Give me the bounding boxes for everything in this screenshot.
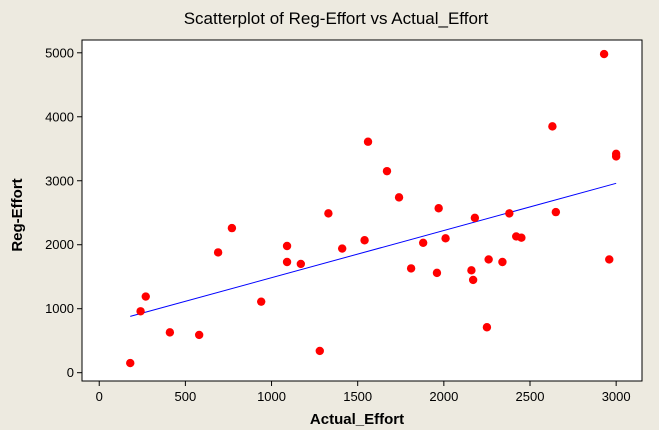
data-point — [382, 166, 392, 176]
data-point — [360, 236, 369, 245]
data-point — [141, 292, 150, 301]
data-point — [194, 330, 204, 340]
data-point — [432, 268, 442, 278]
x-tick-label: 1000 — [257, 389, 286, 404]
data-point — [394, 193, 404, 202]
data-point — [257, 297, 266, 306]
x-tick-label: 2500 — [516, 389, 545, 404]
data-point — [470, 213, 480, 223]
data-point — [337, 244, 347, 253]
data-point — [468, 275, 478, 285]
data-point — [482, 323, 492, 332]
plot-area — [81, 39, 643, 382]
data-point — [406, 264, 416, 273]
data-point — [605, 255, 614, 264]
x-axis-label: Actual_Effort — [310, 411, 404, 428]
y-tick-label: 4000 — [45, 109, 74, 124]
data-point — [484, 255, 493, 264]
data-point — [363, 137, 373, 146]
data-point — [418, 238, 428, 248]
x-tick-label: 0 — [96, 389, 103, 404]
data-point — [551, 207, 561, 217]
y-axis-label: Reg-Effort — [9, 178, 26, 251]
data-point — [517, 233, 526, 242]
data-point — [611, 149, 621, 159]
data-point — [467, 266, 476, 275]
x-axis: 0 500 1000 1500 2000 2500 3000 — [96, 381, 631, 404]
data-point — [282, 257, 292, 267]
y-tick-label: 2000 — [45, 237, 74, 252]
data-point — [434, 204, 443, 213]
data-point — [498, 257, 507, 267]
y-tick-label: 1000 — [45, 301, 74, 316]
y-axis: 0 1000 2000 3000 4000 5000 — [45, 45, 82, 380]
data-points — [126, 49, 621, 368]
x-tick-label: 2000 — [429, 389, 458, 404]
y-tick-label: 5000 — [45, 45, 74, 60]
data-point — [548, 122, 557, 131]
y-tick-label: 0 — [67, 365, 74, 380]
data-point — [165, 328, 175, 337]
data-point — [505, 209, 514, 218]
data-point — [315, 346, 324, 356]
y-tick-label: 3000 — [45, 173, 74, 188]
data-point — [441, 234, 450, 243]
data-point — [599, 49, 609, 59]
data-point — [213, 248, 223, 257]
data-point — [227, 223, 237, 233]
x-tick-label: 500 — [175, 389, 197, 404]
x-tick-label: 3000 — [602, 389, 631, 404]
data-point — [324, 209, 333, 218]
chart-title: Scatterplot of Reg-Effort vs Actual_Effo… — [184, 9, 489, 28]
data-point — [126, 358, 135, 368]
data-point — [282, 241, 292, 251]
data-point — [296, 259, 306, 269]
regression-line — [130, 182, 617, 317]
x-tick-label: 1500 — [343, 389, 372, 404]
data-point — [136, 307, 145, 316]
